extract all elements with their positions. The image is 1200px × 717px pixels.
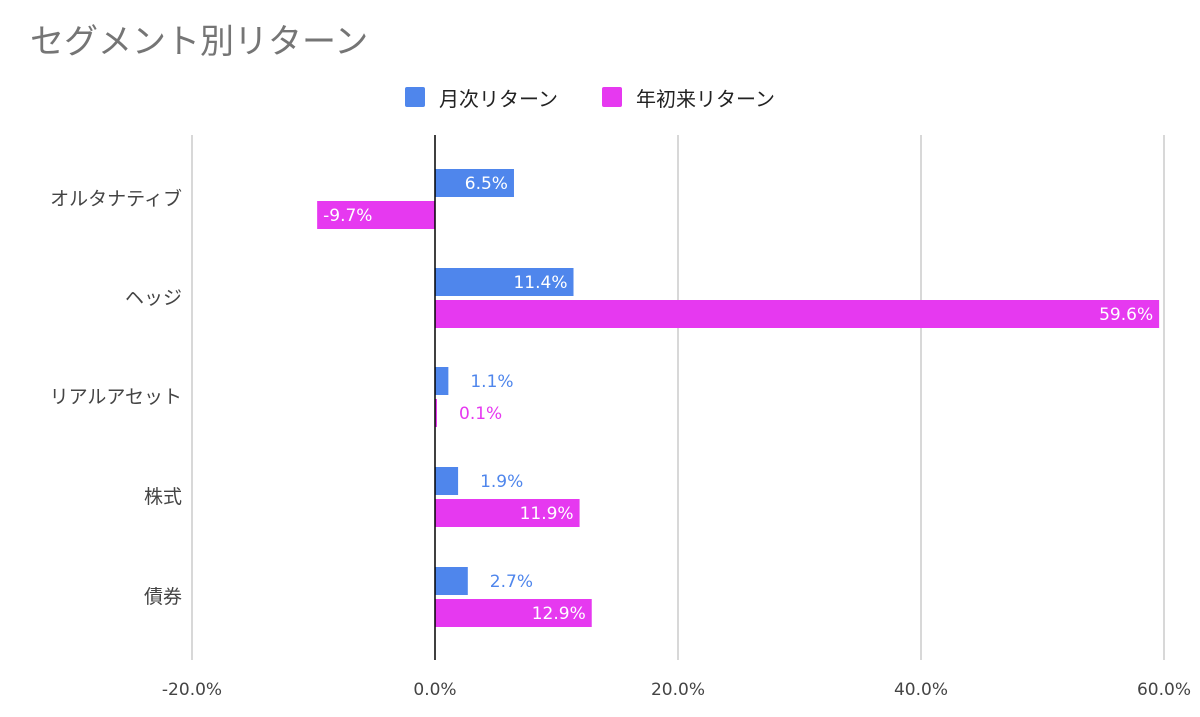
x-tick-label: 20.0% [651, 680, 705, 700]
category-label: リアルアセット [50, 386, 182, 408]
category-label: 株式 [144, 486, 182, 508]
data-label: 1.1% [470, 372, 513, 392]
x-tick-label: 0.0% [413, 680, 456, 700]
category-label: ヘッジ [125, 287, 182, 309]
data-label: 12.9% [532, 604, 586, 624]
legend-item-ytd[interactable]: 年初来リターン [602, 82, 775, 112]
x-tick-label: 60.0% [1137, 680, 1191, 700]
legend-swatch-ytd [602, 87, 622, 107]
data-label: 59.6% [1099, 305, 1153, 325]
x-tick-label: 40.0% [894, 680, 948, 700]
bar [435, 169, 514, 197]
data-label: 1.9% [480, 472, 523, 492]
category-label: オルタナティブ [50, 187, 182, 210]
bar [435, 567, 468, 595]
legend-item-monthly[interactable]: 月次リターン [405, 82, 558, 112]
data-label: -9.7% [323, 206, 372, 226]
data-label: 11.9% [520, 504, 574, 524]
legend-label-monthly: 月次リターン [439, 86, 558, 111]
category-label: 債券 [144, 586, 182, 608]
data-label: 11.4% [513, 273, 567, 293]
bar [317, 201, 435, 229]
data-label: 2.7% [490, 572, 533, 592]
data-label: 0.1% [459, 404, 502, 424]
legend-label-ytd: 年初来リターン [636, 86, 775, 111]
bar [435, 399, 437, 427]
bar [435, 268, 574, 296]
legend: 月次リターン 年初来リターン [0, 82, 1200, 112]
x-tick-label: -20.0% [162, 680, 222, 700]
bar [435, 300, 1160, 328]
bar [435, 499, 580, 527]
data-label: 6.5% [465, 174, 508, 194]
bar [435, 467, 459, 495]
chart-title: セグメント別リターン [30, 22, 369, 62]
bar [435, 599, 592, 627]
legend-swatch-monthly [405, 87, 425, 107]
bar [435, 367, 449, 395]
